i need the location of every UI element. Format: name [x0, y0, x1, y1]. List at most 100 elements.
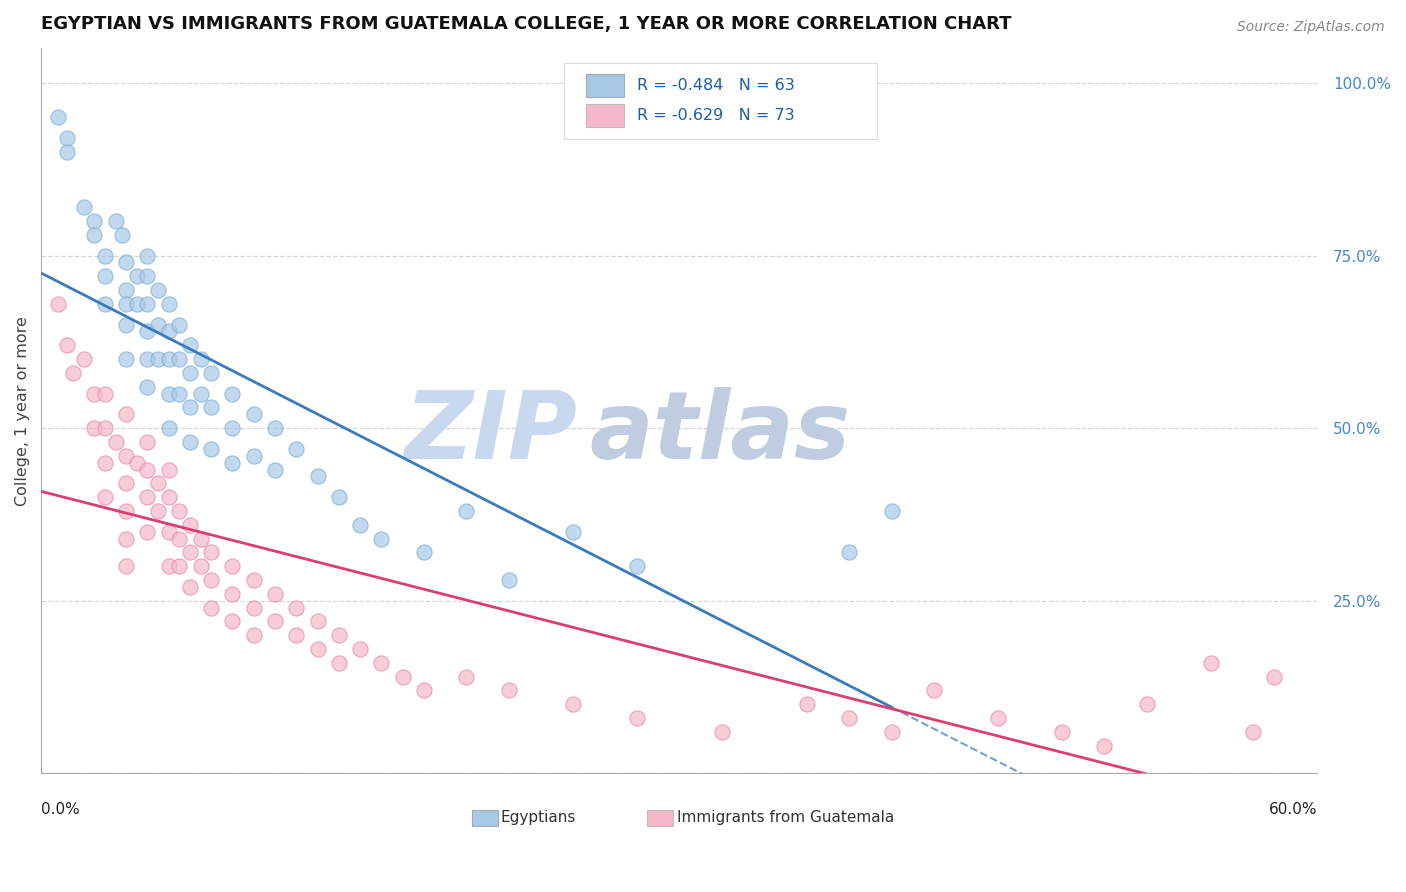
Point — [115, 559, 138, 574]
Point — [94, 456, 117, 470]
Point — [264, 421, 287, 435]
Point — [169, 559, 191, 574]
Point — [115, 297, 138, 311]
Point — [136, 490, 159, 504]
Point — [370, 532, 392, 546]
Point — [115, 283, 138, 297]
Point — [179, 401, 201, 415]
FancyBboxPatch shape — [586, 74, 624, 97]
Text: 60.0%: 60.0% — [1268, 802, 1317, 817]
Point — [125, 269, 148, 284]
Point — [169, 386, 191, 401]
Point — [796, 698, 818, 712]
Point — [104, 434, 127, 449]
Point — [221, 559, 243, 574]
Point — [626, 711, 648, 725]
Point — [136, 269, 159, 284]
Point — [62, 366, 84, 380]
Point — [242, 600, 264, 615]
Point — [190, 559, 212, 574]
Point — [136, 462, 159, 476]
Point — [111, 227, 134, 242]
Point — [157, 325, 180, 339]
Point — [626, 559, 648, 574]
Point — [136, 297, 159, 311]
Point — [307, 642, 329, 657]
Point — [328, 628, 350, 642]
Point — [498, 573, 520, 587]
Point — [55, 145, 77, 159]
Text: EGYPTIAN VS IMMIGRANTS FROM GUATEMALA COLLEGE, 1 YEAR OR MORE CORRELATION CHART: EGYPTIAN VS IMMIGRANTS FROM GUATEMALA CO… — [41, 15, 1011, 33]
Point — [498, 683, 520, 698]
Point — [179, 517, 201, 532]
Point — [83, 421, 105, 435]
Point — [125, 297, 148, 311]
Point — [200, 366, 222, 380]
Text: Egyptians: Egyptians — [501, 810, 576, 825]
Point — [72, 200, 94, 214]
Point — [125, 456, 148, 470]
Point — [221, 456, 243, 470]
Point — [200, 545, 222, 559]
Point — [83, 214, 105, 228]
Point — [264, 462, 287, 476]
Point — [179, 366, 201, 380]
Point — [179, 580, 201, 594]
Point — [1050, 725, 1073, 739]
Point — [412, 545, 434, 559]
Point — [1241, 725, 1264, 739]
Point — [169, 352, 191, 367]
Point — [157, 352, 180, 367]
Point — [136, 325, 159, 339]
Text: Immigrants from Guatemala: Immigrants from Guatemala — [676, 810, 894, 825]
Point — [391, 670, 413, 684]
Point — [190, 532, 212, 546]
Point — [285, 442, 308, 456]
Point — [221, 587, 243, 601]
Text: R = -0.629   N = 73: R = -0.629 N = 73 — [637, 108, 794, 123]
Point — [115, 408, 138, 422]
Point — [242, 449, 264, 463]
Point — [115, 532, 138, 546]
Point — [136, 524, 159, 539]
Point — [157, 462, 180, 476]
Point — [200, 442, 222, 456]
Point — [349, 642, 371, 657]
Point — [307, 615, 329, 629]
Point — [136, 380, 159, 394]
Point — [136, 248, 159, 262]
Point — [285, 628, 308, 642]
Point — [242, 573, 264, 587]
Point — [55, 131, 77, 145]
Point — [169, 504, 191, 518]
Point — [412, 683, 434, 698]
Point — [838, 711, 860, 725]
Point — [157, 524, 180, 539]
Point — [242, 628, 264, 642]
Point — [136, 434, 159, 449]
Point — [200, 401, 222, 415]
Point — [179, 545, 201, 559]
Point — [157, 490, 180, 504]
Point — [285, 600, 308, 615]
FancyBboxPatch shape — [647, 810, 672, 826]
Point — [710, 725, 733, 739]
Point — [349, 517, 371, 532]
Point — [169, 318, 191, 332]
Point — [264, 615, 287, 629]
Point — [94, 490, 117, 504]
Point — [157, 386, 180, 401]
Point — [94, 297, 117, 311]
Point — [456, 504, 478, 518]
Point — [880, 725, 903, 739]
Point — [1092, 739, 1115, 753]
Point — [307, 469, 329, 483]
Point — [200, 600, 222, 615]
FancyBboxPatch shape — [564, 63, 877, 139]
Point — [838, 545, 860, 559]
Point — [94, 248, 117, 262]
Point — [1199, 656, 1222, 670]
Point — [146, 476, 169, 491]
Point — [190, 352, 212, 367]
Point — [115, 255, 138, 269]
